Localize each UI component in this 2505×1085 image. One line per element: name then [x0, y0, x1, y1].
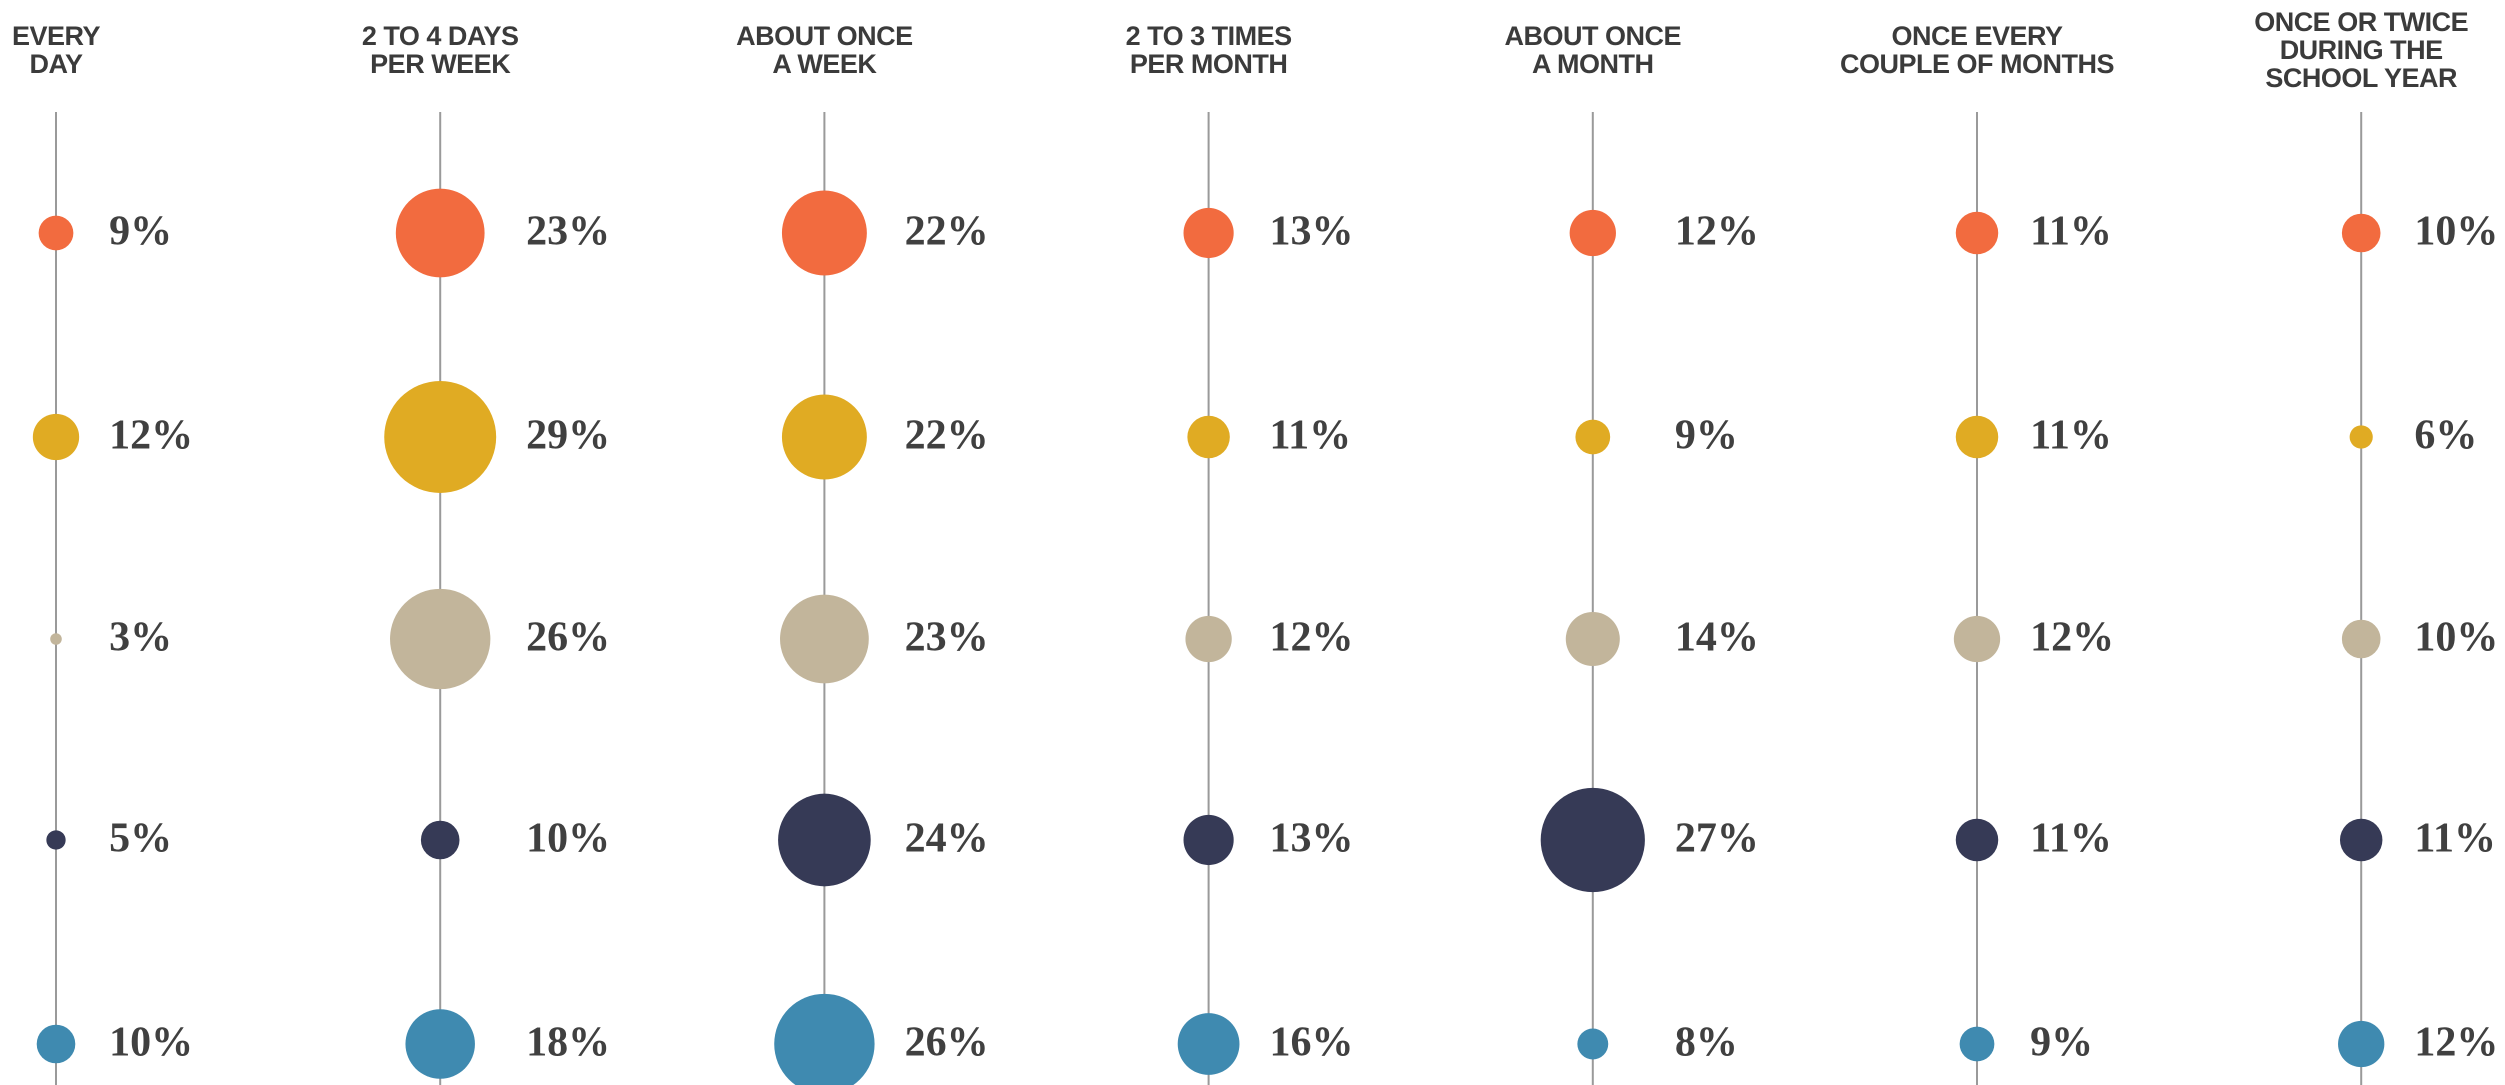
value-label: 12% — [109, 413, 193, 459]
bubble — [405, 1009, 475, 1079]
bubble — [1955, 415, 1999, 459]
column-header: 2 TO 4 DAYS PER WEEK — [362, 21, 519, 79]
value-label: 9% — [109, 209, 172, 255]
bubble — [2338, 1020, 2385, 1068]
bubble — [36, 1024, 76, 1064]
column-header: ONCE EVERY COUPLE OF MONTHS — [1840, 21, 2114, 79]
bubble — [32, 413, 80, 461]
value-label: 26% — [905, 1020, 989, 1066]
bubble — [774, 993, 875, 1085]
bubble — [1953, 615, 2001, 663]
value-label: 23% — [905, 615, 989, 661]
column-header-line: ABOUT ONCE — [736, 21, 913, 51]
bubble — [390, 588, 491, 690]
bubble — [1955, 818, 1999, 862]
bubble — [384, 381, 497, 493]
column-header-line: PER MONTH — [1130, 49, 1288, 79]
value-label: 22% — [905, 413, 989, 459]
value-label: 10% — [2414, 615, 2498, 661]
column-header-line: ONCE EVERY — [1891, 21, 2063, 51]
value-label: 11% — [2030, 816, 2112, 862]
bubble — [395, 188, 485, 278]
value-label: 11% — [1269, 413, 1351, 459]
value-label: 22% — [905, 209, 989, 255]
value-label: 13% — [1269, 209, 1353, 255]
column-header-line: A WEEK — [772, 49, 877, 79]
value-label: 29% — [526, 413, 610, 459]
column-header-line: ONCE OR TWICE — [2254, 7, 2468, 37]
column-header-line: 2 TO 4 DAYS — [362, 21, 519, 51]
column-header-line: 2 TO 3 TIMES — [1126, 21, 1292, 51]
value-label: 11% — [2414, 816, 2496, 862]
column-header-line: ABOUT ONCE — [1505, 21, 1682, 51]
value-label: 3% — [109, 615, 172, 661]
bubble — [1569, 209, 1616, 257]
bubble — [2349, 425, 2373, 449]
column-header-line: COUPLE OF MONTHS — [1840, 49, 2114, 79]
column-header: 2 TO 3 TIMES PER MONTH — [1126, 21, 1292, 79]
bubble — [2341, 213, 2381, 253]
bubble — [1183, 814, 1234, 866]
column-header: ABOUT ONCE A WEEK — [736, 21, 913, 79]
value-label: 26% — [526, 615, 610, 661]
bubble — [778, 793, 871, 887]
bubble — [780, 594, 869, 684]
value-label: 27% — [1675, 816, 1759, 862]
bubble — [1185, 615, 1232, 663]
bubble — [1575, 419, 1611, 455]
value-label: 11% — [2030, 209, 2112, 255]
column-header-line: DAY — [29, 49, 83, 79]
value-label: 8% — [1675, 1020, 1738, 1066]
column-header-line: EVERY — [12, 21, 101, 51]
column-header-line: A MONTH — [1532, 49, 1653, 79]
bubble — [1565, 611, 1620, 667]
value-label: 12% — [2414, 1020, 2498, 1066]
value-label: 9% — [1675, 413, 1738, 459]
bubble — [1177, 1013, 1240, 1075]
value-label: 24% — [905, 816, 989, 862]
bubble — [781, 190, 867, 276]
bubble — [1959, 1026, 1995, 1062]
bubble — [420, 820, 460, 860]
value-label: 12% — [1675, 209, 1759, 255]
value-label: 11% — [2030, 413, 2112, 459]
value-label: 9% — [2030, 1020, 2093, 1066]
bubble — [46, 830, 66, 850]
value-label: 16% — [1269, 1020, 1353, 1066]
bubble — [50, 633, 62, 645]
bubble — [2341, 619, 2381, 659]
value-label: 23% — [526, 209, 610, 255]
value-label: 12% — [1269, 615, 1353, 661]
bubble — [781, 394, 867, 480]
column-header: ONCE OR TWICE DURING THE SCHOOL YEAR — [2254, 7, 2468, 93]
value-label: 10% — [2414, 209, 2498, 255]
value-label: 14% — [1675, 615, 1759, 661]
value-label: 13% — [1269, 816, 1353, 862]
bubble — [2339, 818, 2383, 862]
bubble — [38, 215, 74, 251]
value-label: 5% — [109, 816, 172, 862]
value-label: 18% — [526, 1020, 610, 1066]
column-header-line: PER WEEK — [370, 49, 511, 79]
bubble — [1183, 207, 1234, 259]
bubble — [1187, 415, 1230, 459]
value-label: 10% — [109, 1020, 193, 1066]
column-header: EVERY DAY — [12, 21, 101, 79]
column-header-line: SCHOOL YEAR — [2265, 63, 2457, 93]
value-label: 12% — [2030, 615, 2114, 661]
bubble — [1577, 1028, 1609, 1060]
bubble — [1540, 787, 1645, 893]
value-label: 10% — [526, 816, 610, 862]
value-label: 6% — [2414, 413, 2477, 459]
column-header-line: DURING THE — [2280, 35, 2443, 65]
column-header: ABOUT ONCE A MONTH — [1505, 21, 1682, 79]
bubble — [1955, 211, 1999, 255]
